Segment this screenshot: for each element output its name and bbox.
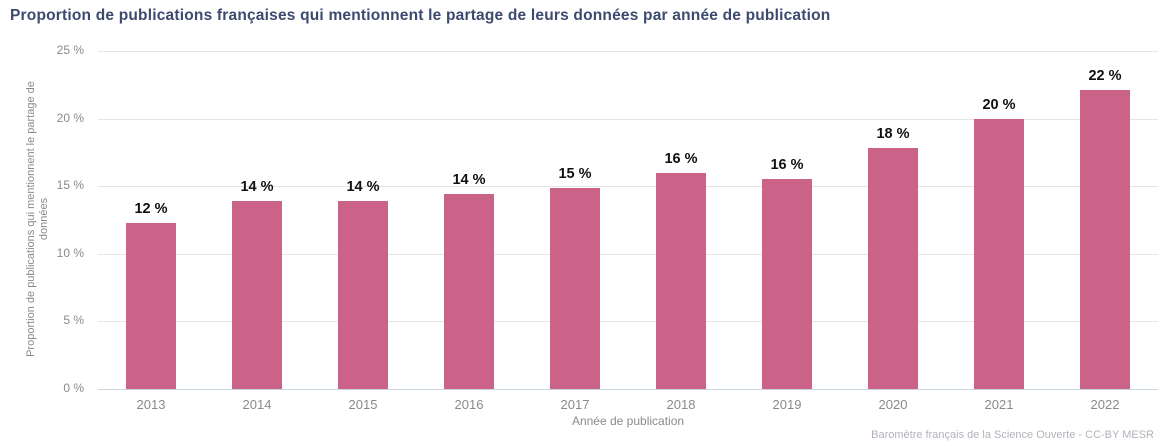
gridline-0 <box>98 389 1158 390</box>
x-tick-label-2018: 2018 <box>666 397 696 412</box>
bar-2018[interactable] <box>656 172 706 389</box>
x-tick-label-2020: 2020 <box>878 397 908 412</box>
gridline-10 <box>98 253 1158 255</box>
x-tick-label-2014: 2014 <box>242 397 272 412</box>
x-tick-label-2019: 2019 <box>772 397 802 412</box>
bar-2017[interactable] <box>550 187 600 389</box>
bar-2016[interactable] <box>444 194 494 389</box>
bar-2019[interactable] <box>762 179 812 389</box>
bar-value-label-2021: 20 % <box>982 96 1016 113</box>
plot-area: 12 % 2013 14 % 2014 14 % 2015 14 % 2016 15 % 2017… <box>98 51 1158 412</box>
x-tick-label-2021: 2021 <box>984 397 1014 412</box>
y-axis-title: Proportion de publications qui mentionne… <box>25 39 51 399</box>
x-tick-label-2017: 2017 <box>560 397 590 412</box>
gridline-15 <box>98 186 1158 188</box>
bar-2020[interactable] <box>868 148 918 389</box>
bar-value-label-2018: 16 % <box>664 150 698 167</box>
y-axis-title-line1: Proportion de publications qui mentionne… <box>25 81 37 357</box>
bar-2021[interactable] <box>974 118 1024 389</box>
bar-value-label-2020: 18 % <box>876 126 910 143</box>
bar-value-label-2014: 14 % <box>240 179 274 196</box>
y-tick-label: 0 % <box>63 381 84 395</box>
bar-value-label-2013: 12 % <box>134 200 168 217</box>
gridline-25 <box>98 51 1158 52</box>
bar-value-label-2015: 14 % <box>346 179 380 196</box>
bar-2013[interactable] <box>126 222 176 389</box>
chart-title: Proportion de publications françaises qu… <box>10 7 831 24</box>
bar-value-label-2019: 16 % <box>770 157 804 174</box>
bar-2015[interactable] <box>338 201 388 389</box>
gridline-5 <box>98 321 1158 323</box>
y-tick-label: 20 % <box>56 110 84 125</box>
y-tick-label: 15 % <box>56 178 84 193</box>
bar-value-label-2022: 22 % <box>1088 68 1122 85</box>
bar-value-label-2016: 14 % <box>452 172 486 189</box>
x-axis-title: Année de publication <box>571 414 685 428</box>
bar-2014[interactable] <box>232 201 282 389</box>
y-tick-label: 5 % <box>63 313 84 328</box>
x-tick-label-2022: 2022 <box>1090 397 1120 412</box>
gridline-20 <box>98 118 1158 120</box>
y-tick-label: 25 % <box>56 43 84 57</box>
y-axis-title-line2: données <box>38 197 50 241</box>
x-tick-label-2013: 2013 <box>136 397 166 412</box>
x-tick-label-2016: 2016 <box>454 397 484 412</box>
x-tick-label-2015: 2015 <box>348 397 378 412</box>
y-tick-label: 10 % <box>56 245 84 260</box>
source-credit: Baromètre français de la Science Ouverte… <box>871 429 1154 441</box>
bar-2022[interactable] <box>1080 90 1130 389</box>
bar-value-label-2017: 15 % <box>558 165 592 182</box>
